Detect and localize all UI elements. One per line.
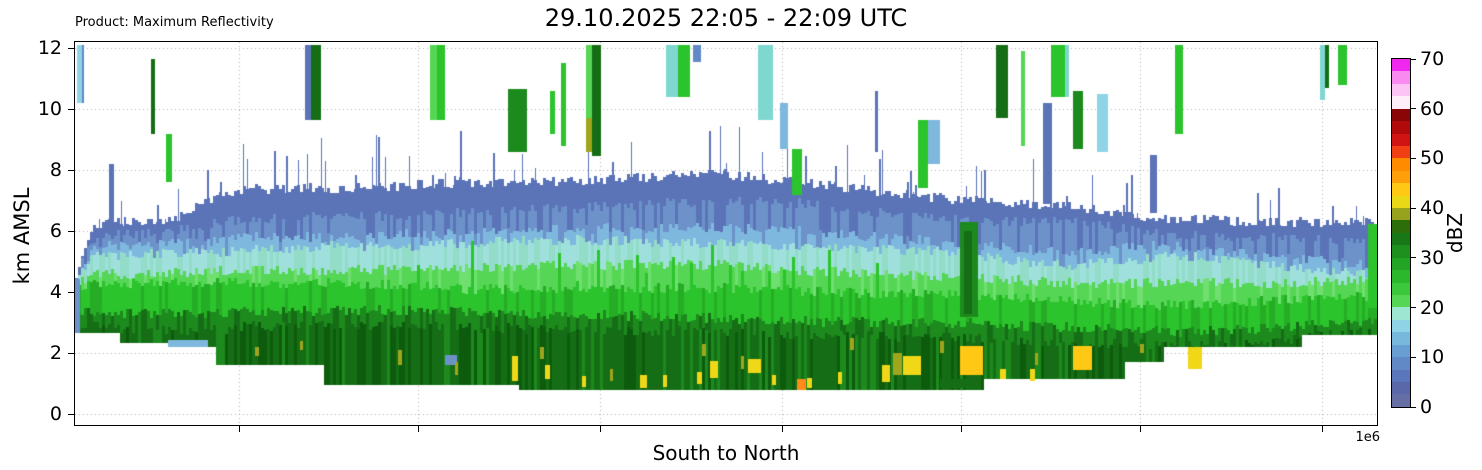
colorbar-segment: [1392, 282, 1410, 296]
x-tick: [239, 426, 240, 432]
colorbar-segment: [1392, 59, 1410, 72]
x-tick: [600, 426, 601, 432]
colorbar-segment: [1392, 295, 1410, 308]
colorbar-tick: [1411, 307, 1416, 309]
plot-canvas: [75, 42, 1377, 425]
y-tick: [68, 230, 74, 232]
colorbar-tick: [1411, 257, 1416, 259]
y-tick-label: 6: [49, 220, 62, 243]
x-axis-label: South to North: [652, 441, 800, 465]
colorbar-tick: [1411, 356, 1416, 358]
y-tick: [68, 47, 74, 49]
colorbar-segment: [1392, 83, 1410, 97]
colorbar-segment: [1392, 195, 1410, 209]
colorbar-segment: [1392, 158, 1410, 171]
colorbar-tick-label: 70: [1420, 48, 1445, 70]
colorbar-segment: [1392, 208, 1410, 221]
y-tick: [68, 291, 74, 293]
colorbar-segment: [1392, 319, 1410, 333]
colorbar-segment: [1392, 108, 1410, 122]
colorbar-segment: [1392, 369, 1410, 382]
y-tick-label: 8: [49, 159, 62, 182]
y-tick: [68, 108, 74, 110]
x-tick: [1140, 426, 1141, 432]
colorbar-tick: [1411, 207, 1416, 209]
colorbar-segment: [1392, 71, 1410, 84]
y-tick: [68, 413, 74, 415]
colorbar-segment: [1392, 357, 1410, 370]
colorbar-tick-label: 10: [1420, 346, 1445, 369]
colorbar-tick-label: 40: [1420, 197, 1445, 220]
product-label: Product: Maximum Reflectivity: [75, 15, 274, 30]
colorbar-tick: [1411, 58, 1416, 60]
x-tick: [1322, 426, 1323, 432]
x-tick: [418, 426, 419, 432]
y-tick-label: 4: [49, 281, 62, 304]
y-tick-label: 2: [49, 342, 62, 365]
colorbar-tick-label: 0: [1420, 396, 1433, 418]
colorbar-segment: [1392, 121, 1410, 134]
colorbar-tick: [1411, 406, 1416, 408]
colorbar-segment: [1392, 220, 1410, 233]
colorbar: [1391, 58, 1411, 408]
plot-area: [74, 41, 1378, 426]
x-tick: [782, 426, 783, 432]
colorbar-tick-label: 20: [1420, 296, 1445, 319]
colorbar-segment: [1392, 133, 1410, 146]
colorbar-label: dBZ: [1443, 212, 1467, 254]
colorbar-tick-label: 50: [1420, 147, 1445, 170]
colorbar-segment: [1392, 232, 1410, 246]
colorbar-segment: [1392, 307, 1410, 320]
y-tick: [68, 352, 74, 354]
colorbar-segment: [1392, 394, 1410, 407]
colorbar-segment: [1392, 245, 1410, 258]
colorbar-segment: [1392, 96, 1410, 109]
colorbar-segment: [1392, 183, 1410, 196]
colorbar-segment: [1392, 257, 1410, 271]
y-tick-label: 0: [49, 403, 62, 426]
colorbar-tick-label: 30: [1420, 246, 1445, 269]
colorbar-segment: [1392, 332, 1410, 345]
y-tick-label: 12: [37, 37, 62, 60]
y-tick-label: 10: [37, 98, 62, 121]
x-axis-offset-label: 1e6: [1355, 430, 1380, 445]
x-tick: [961, 426, 962, 432]
y-tick: [68, 169, 74, 171]
chart-title: 29.10.2025 22:05 - 22:09 UTC: [544, 4, 908, 32]
colorbar-tick-label: 60: [1420, 97, 1445, 120]
colorbar-tick: [1411, 108, 1416, 110]
colorbar-tick: [1411, 157, 1416, 159]
colorbar-segment: [1392, 145, 1410, 159]
colorbar-segment: [1392, 170, 1410, 184]
colorbar-segment: [1392, 381, 1410, 395]
colorbar-segment: [1392, 344, 1410, 358]
colorbar-segment: [1392, 270, 1410, 283]
